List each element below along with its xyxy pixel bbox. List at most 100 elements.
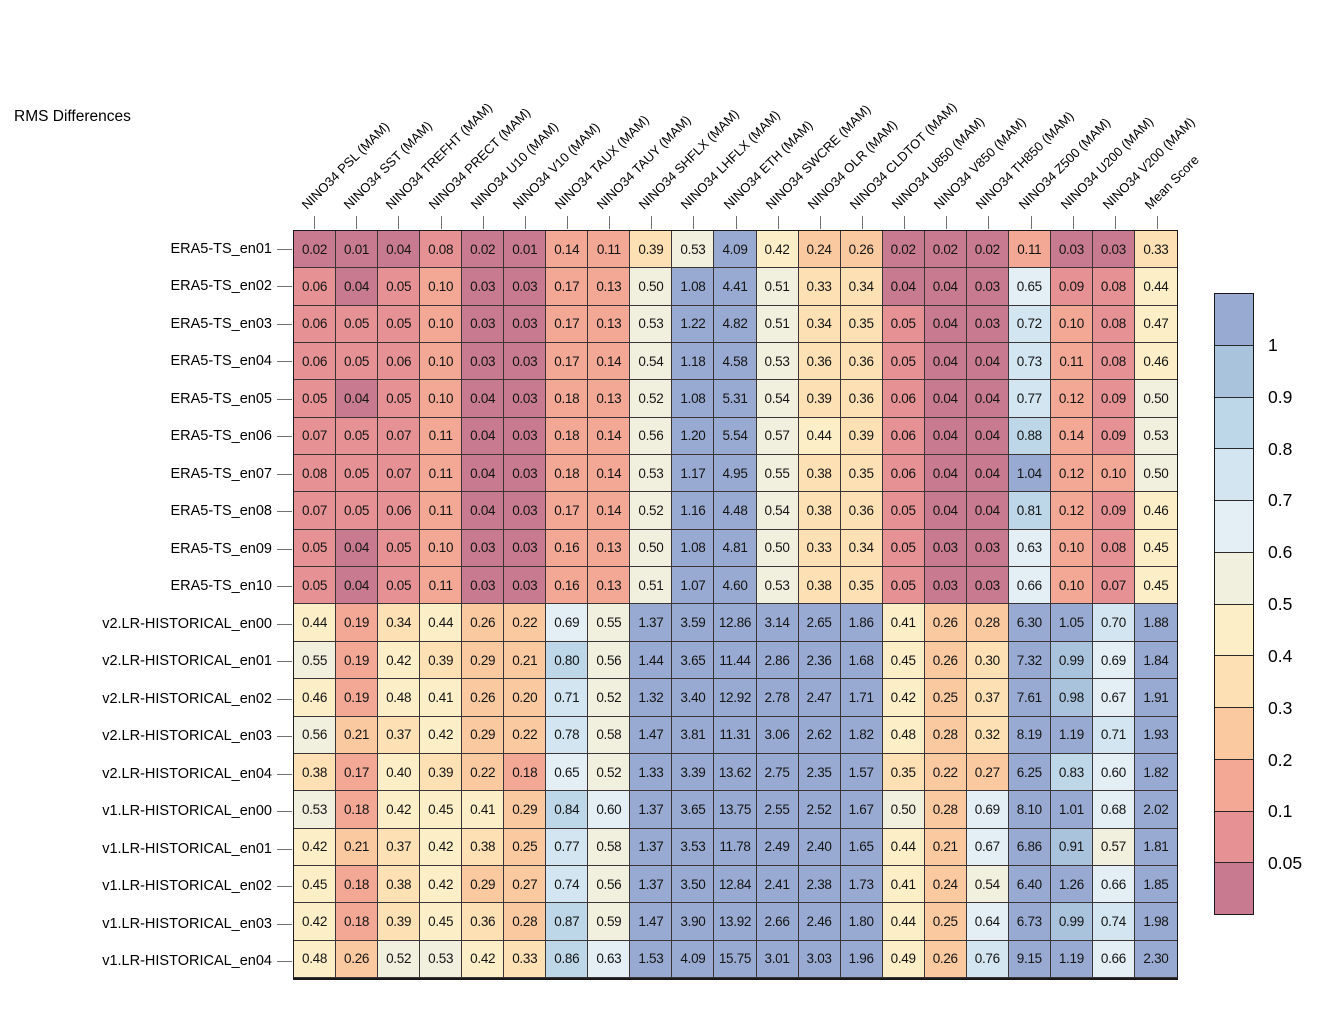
heatmap-cell: 0.35 (840, 305, 883, 344)
heatmap-cell: 11.44 (714, 641, 757, 680)
colorbar-segment (1215, 449, 1253, 501)
heatmap-cell: 0.05 (294, 567, 337, 605)
heatmap-cell: 0.53 (756, 567, 799, 605)
heatmap-cell: 0.27 (504, 865, 547, 904)
heatmap-cell: 0.98 (1050, 679, 1093, 717)
heatmap-cell: 0.21 (336, 828, 379, 866)
heatmap-cell: 0.48 (378, 679, 421, 717)
row-label: ERA5-TS_en04 (170, 353, 272, 370)
axis-tick (356, 216, 357, 229)
heatmap-cell: 0.04 (462, 380, 505, 418)
heatmap-cell: 0.70 (1092, 604, 1135, 642)
heatmap-cell: 0.35 (840, 455, 883, 493)
heatmap-cell: 4.81 (714, 529, 757, 568)
heatmap-cell: 3.01 (756, 940, 799, 978)
colorbar-segment (1215, 552, 1253, 605)
heatmap-cell: 5.54 (714, 417, 757, 456)
heatmap-cell: 0.33 (798, 529, 841, 568)
row-label: ERA5-TS_en10 (170, 578, 272, 595)
axis-tick (904, 216, 905, 229)
heatmap-cell: 1.19 (1050, 940, 1093, 978)
heatmap-cell: 0.88 (1008, 417, 1051, 456)
heatmap-cell: 0.66 (1008, 567, 1051, 605)
heatmap-cell: 0.19 (336, 641, 379, 680)
heatmap-cell: 15.75 (714, 940, 757, 978)
axis-tick (314, 216, 315, 229)
axis-tick (778, 216, 779, 229)
row-label: v2.LR-HISTORICAL_en01 (102, 653, 272, 670)
row-label: ERA5-TS_en07 (170, 465, 272, 482)
row-label: v2.LR-HISTORICAL_en03 (102, 728, 272, 745)
heatmap-cell: 0.08 (1092, 529, 1135, 568)
heatmap-cell: 0.17 (336, 753, 379, 792)
axis-tick (277, 586, 292, 587)
heatmap-cell: 0.10 (420, 305, 463, 344)
heatmap-cell: 1.88 (1134, 604, 1177, 642)
heatmap-cell: 0.37 (378, 716, 421, 754)
heatmap-cell: 0.56 (630, 417, 673, 456)
colorbar-segment (1215, 656, 1253, 708)
heatmap-cell: 0.06 (294, 305, 337, 344)
heatmap-cell: 0.78 (546, 716, 589, 754)
heatmap-cell: 3.39 (672, 753, 715, 792)
heatmap-cell: 3.40 (672, 679, 715, 717)
heatmap-cell: 0.09 (1092, 380, 1135, 418)
heatmap-cell: 0.26 (462, 679, 505, 717)
heatmap-cell: 0.06 (882, 380, 925, 418)
heatmap-cell: 0.39 (420, 641, 463, 680)
axis-tick (277, 624, 292, 625)
heatmap-cell: 0.10 (1050, 529, 1093, 568)
heatmap-cell: 1.82 (1134, 753, 1177, 792)
heatmap-cell: 0.58 (588, 716, 631, 754)
heatmap-cell: 0.13 (588, 380, 631, 418)
heatmap-cell: 0.65 (546, 753, 589, 792)
heatmap-cell: 9.15 (1008, 940, 1051, 978)
heatmap-cell: 0.67 (1092, 679, 1135, 717)
heatmap-cell: 0.81 (1008, 492, 1051, 530)
heatmap-cell: 0.38 (462, 828, 505, 866)
heatmap-cell: 0.34 (798, 305, 841, 344)
heatmap-cell: 0.14 (1050, 417, 1093, 456)
heatmap-cell: 0.26 (462, 604, 505, 642)
axis-tick (1073, 216, 1074, 229)
colorbar (1214, 293, 1254, 915)
heatmap-cell: 0.74 (1092, 903, 1135, 941)
row-label: v2.LR-HISTORICAL_en02 (102, 690, 272, 707)
heatmap-cell: 0.45 (420, 903, 463, 941)
heatmap-cell: 0.03 (504, 529, 547, 568)
row-label: ERA5-TS_en01 (170, 240, 272, 257)
heatmap-cell: 3.53 (672, 828, 715, 866)
axis-tick (525, 216, 526, 229)
heatmap-cell: 0.10 (1050, 567, 1093, 605)
colorbar-tick-label: 0.6 (1268, 542, 1293, 563)
heatmap-cell: 0.25 (504, 828, 547, 866)
heatmap-cell: 0.14 (588, 417, 631, 456)
heatmap-cell: 0.42 (756, 231, 799, 269)
heatmap-cell: 4.82 (714, 305, 757, 344)
heatmap-cell: 0.34 (378, 604, 421, 642)
heatmap-cell: 0.44 (420, 604, 463, 642)
heatmap-cell: 1.08 (672, 529, 715, 568)
heatmap-cell: 0.46 (1134, 492, 1177, 530)
heatmap-cell: 0.38 (798, 455, 841, 493)
row-label: ERA5-TS_en06 (170, 428, 272, 445)
heatmap-cell: 0.17 (546, 343, 589, 381)
heatmap-cell: 1.67 (840, 791, 883, 829)
heatmap-cell: 0.11 (420, 567, 463, 605)
heatmap-cell: 0.04 (924, 380, 967, 418)
heatmap-cell: 0.03 (462, 268, 505, 306)
heatmap-cell: 0.50 (756, 529, 799, 568)
heatmap-cell: 1.80 (840, 903, 883, 941)
heatmap-cell: 0.69 (1092, 641, 1135, 680)
colorbar-segment (1215, 863, 1253, 914)
axis-tick (1157, 216, 1158, 229)
heatmap-cell: 1.85 (1134, 865, 1177, 904)
heatmap-cell: 2.55 (756, 791, 799, 829)
heatmap-cell: 1.32 (630, 679, 673, 717)
heatmap-cell: 0.08 (1092, 305, 1135, 344)
heatmap-cell: 0.54 (966, 865, 1009, 904)
heatmap-cell: 11.31 (714, 716, 757, 754)
heatmap-cell: 0.07 (294, 417, 337, 456)
heatmap-cell: 0.36 (840, 380, 883, 418)
